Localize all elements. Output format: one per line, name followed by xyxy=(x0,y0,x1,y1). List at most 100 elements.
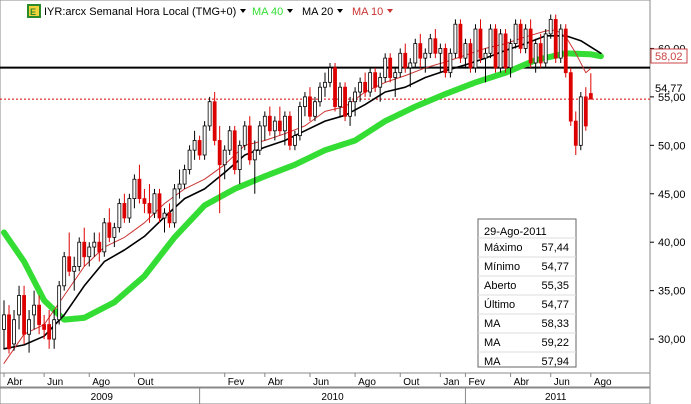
candle-body xyxy=(323,81,327,88)
candle-body xyxy=(242,125,247,146)
black-line-price-tag: 58,02 xyxy=(650,48,688,64)
candle-body xyxy=(463,43,468,59)
candle-body xyxy=(353,91,357,103)
candle-body xyxy=(122,203,127,219)
y-tick-label: 55,00 xyxy=(658,92,686,104)
candle-body xyxy=(272,120,277,132)
candle-body xyxy=(538,43,543,64)
x-tick-label: Ago xyxy=(92,377,110,388)
candle-body xyxy=(518,23,523,49)
candle-body xyxy=(42,324,47,330)
x-tick-label: Jan xyxy=(443,377,459,388)
ma10-dropdown-icon[interactable] xyxy=(387,9,393,13)
candle-body xyxy=(222,149,227,166)
candle-body xyxy=(72,266,77,272)
candle-body xyxy=(578,96,583,146)
symbol-label[interactable]: IYR:arcx Semanal Hora Local (TMG+0) xyxy=(44,6,236,18)
candle-body xyxy=(293,135,297,146)
year-labels: 2009 2010 2011 xyxy=(91,388,567,404)
x-tick-label: Abr xyxy=(514,377,530,388)
candle-body xyxy=(573,120,578,146)
candle-body xyxy=(313,101,317,117)
candle-body xyxy=(197,140,202,156)
candle-body xyxy=(398,52,403,74)
candle-body xyxy=(87,246,92,258)
candle-body xyxy=(458,23,463,59)
candle-body xyxy=(558,28,563,59)
candle-body xyxy=(182,169,187,185)
candle-body xyxy=(22,295,26,335)
candle-body xyxy=(227,130,232,151)
ma20-dropdown-icon[interactable] xyxy=(337,9,343,13)
candle-body xyxy=(328,67,332,83)
info-row-value: 54,77 xyxy=(541,261,569,273)
candle-body xyxy=(132,178,137,200)
candle-body xyxy=(338,86,342,107)
candle-body xyxy=(217,140,222,166)
candle-body xyxy=(363,81,368,93)
candle-body xyxy=(528,28,533,64)
candle-body xyxy=(303,96,307,107)
legend-ma40-label[interactable]: MA 40 xyxy=(252,6,283,18)
candle-body xyxy=(2,314,6,330)
candle-body xyxy=(503,33,508,69)
info-row-label: Mínimo xyxy=(484,261,520,273)
candle-body xyxy=(177,183,182,190)
candle-body xyxy=(563,28,568,74)
candle-body xyxy=(318,86,322,103)
info-row-value: 58,33 xyxy=(541,318,569,330)
candle-body xyxy=(37,304,42,325)
year-band xyxy=(0,387,651,404)
info-row-value: 54,77 xyxy=(541,299,569,311)
y-tick-label: 45,00 xyxy=(658,189,686,201)
candle-body xyxy=(282,115,287,132)
candle-body xyxy=(62,256,67,287)
candle-body xyxy=(52,319,57,340)
x-tick-label: Fev xyxy=(468,377,485,388)
candle-body xyxy=(523,28,528,49)
x-tick-label: Out xyxy=(137,377,153,388)
red-line-price-label: 54,77 xyxy=(655,83,683,95)
ma40-dropdown-icon[interactable] xyxy=(287,9,293,13)
legend-ma10-label[interactable]: MA 10 xyxy=(352,6,383,18)
candle-body xyxy=(267,115,272,132)
y-tick-label: 40,00 xyxy=(658,237,686,249)
candle-body xyxy=(553,18,558,59)
x-tick-label: Ago xyxy=(358,377,376,388)
chart-header: E IYR:arcx Semanal Hora Local (TMG+0) MA… xyxy=(27,4,393,18)
candle-body xyxy=(7,314,11,350)
candle-body xyxy=(32,304,36,316)
info-row-value: 55,35 xyxy=(541,280,569,292)
candle-body xyxy=(418,43,423,59)
legend-ma20-label[interactable]: MA 20 xyxy=(302,6,333,18)
candle-body xyxy=(207,101,212,127)
candle-body xyxy=(423,52,428,59)
candle-body xyxy=(97,241,102,253)
candle-body xyxy=(358,81,363,93)
candle-body xyxy=(393,72,398,78)
candle-body xyxy=(172,188,177,224)
candle-body xyxy=(368,72,373,93)
candle-body xyxy=(543,33,548,64)
candle-body xyxy=(232,130,237,170)
candle-body xyxy=(508,43,513,69)
candle-body xyxy=(127,198,132,219)
candle-body xyxy=(77,241,82,267)
x-tick-label: Fev xyxy=(228,377,245,388)
candle-body xyxy=(237,144,242,170)
y-tick-label: 30,00 xyxy=(658,334,686,346)
info-rows: Máximo 57,44 Mínimo 54,77 Aberto 55,35 Último 5… xyxy=(478,237,576,368)
candle-body xyxy=(287,115,292,146)
black-line-price-label: 58,02 xyxy=(655,51,683,63)
info-row-label: MA xyxy=(484,318,501,330)
candle-body xyxy=(478,28,483,59)
info-date: 29-Ago-2011 xyxy=(484,226,547,238)
x-tick-label: Ago xyxy=(594,377,612,388)
candle-body xyxy=(298,106,302,137)
candle-body xyxy=(102,222,107,253)
candle-body xyxy=(187,149,192,170)
x-axis-band xyxy=(0,372,651,388)
symbol-dropdown-icon[interactable] xyxy=(240,9,246,13)
candle-body xyxy=(468,43,473,69)
